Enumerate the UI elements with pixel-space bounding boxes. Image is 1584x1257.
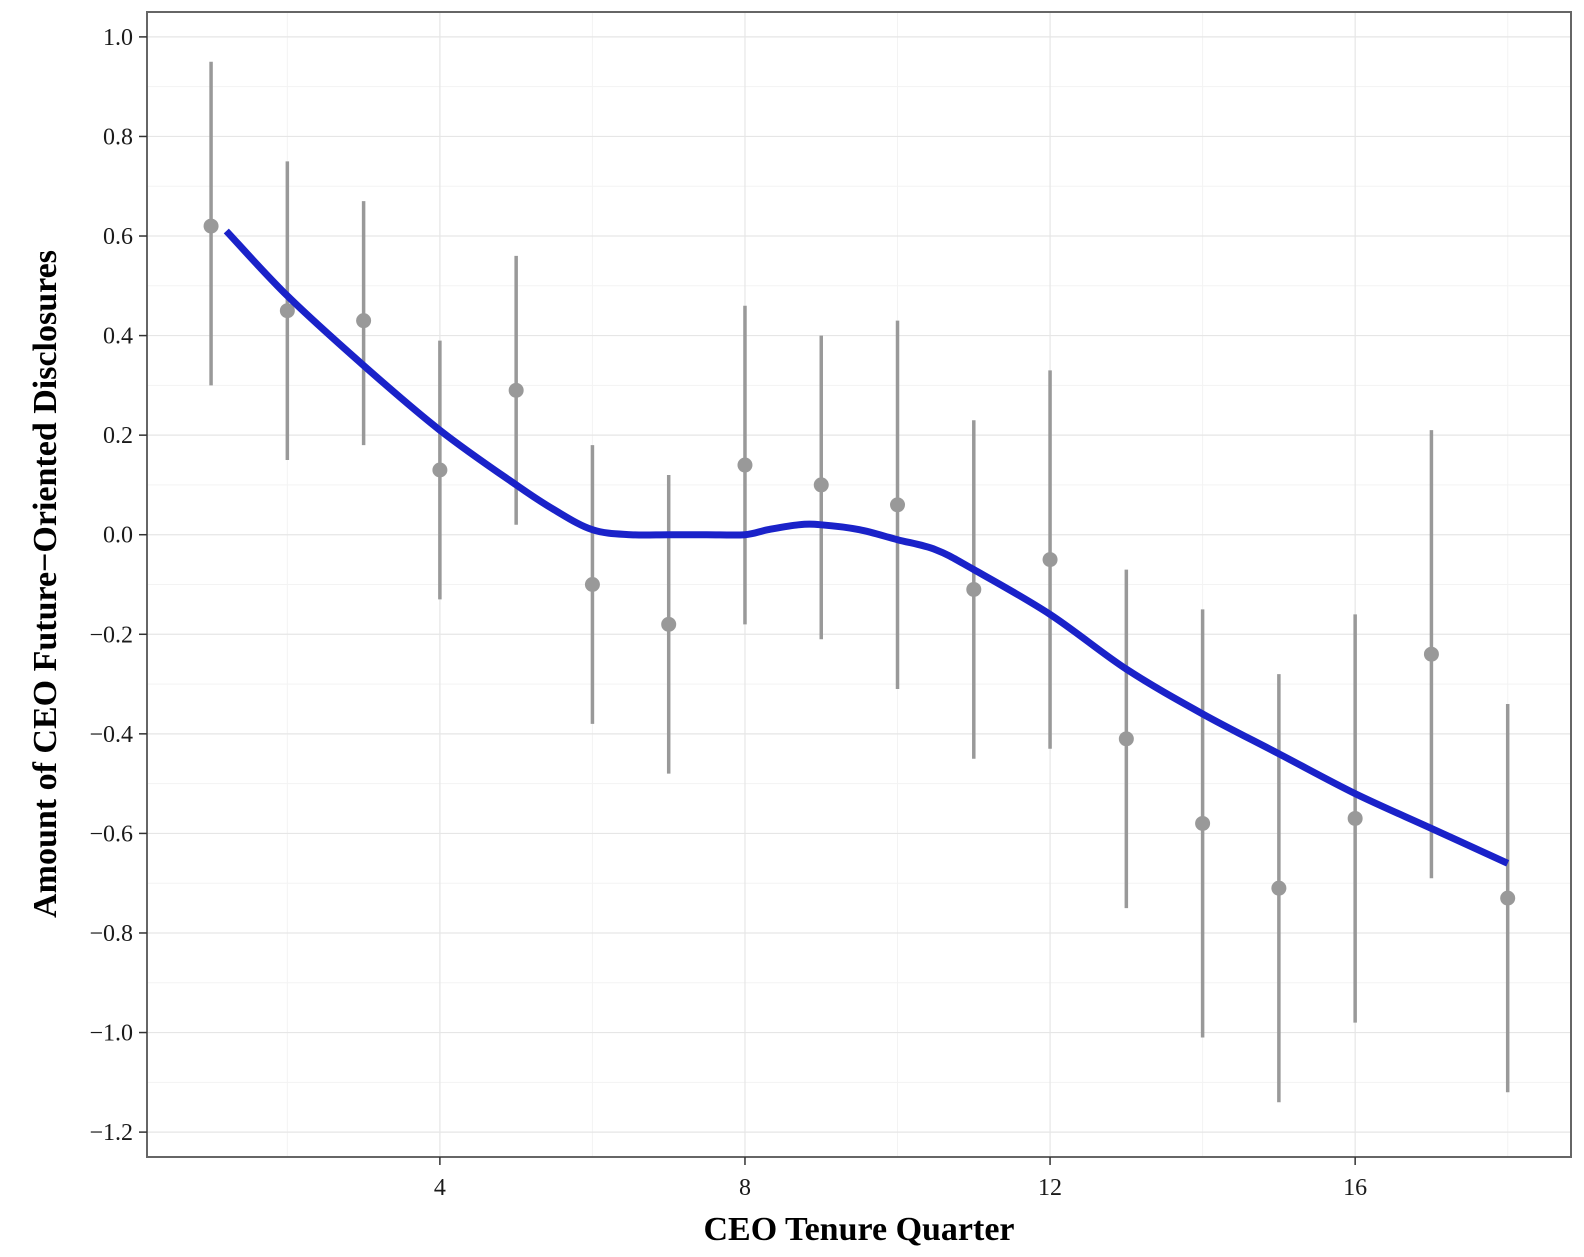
data-point-6 [584, 577, 600, 592]
plot-border [146, 11, 1572, 1158]
data-point-12 [1042, 552, 1058, 568]
data-point-4 [432, 462, 448, 478]
data-point-16 [1347, 810, 1363, 826]
y-tick-label-5: 0.0 [103, 523, 133, 549]
x-tick-label-1: 8 [739, 1175, 751, 1201]
y-tick-label-7: −0.4 [89, 722, 133, 748]
smooth-trend-line [223, 228, 1510, 867]
data-point-9 [813, 477, 829, 493]
data-point-5 [508, 382, 524, 398]
data-point-2 [279, 303, 295, 319]
y-tick-label-4: 0.2 [103, 423, 133, 449]
y-tick-label-8: −0.6 [89, 821, 133, 847]
data-point-14 [1195, 815, 1211, 831]
data-point-15 [1271, 880, 1287, 896]
data-point-7 [661, 616, 677, 632]
y-tick-label-2: 0.6 [103, 224, 133, 250]
y-tick-label-10: −1.0 [89, 1021, 133, 1047]
y-axis: 1.0 0.8 0.6 0.4 0.2 0.0 −0.2 −0.4 −0.6 −0.8 −1.0 −1… [89, 25, 147, 1146]
x-tick-label-0: 4 [434, 1175, 446, 1201]
data-point-18 [1500, 890, 1516, 906]
y-axis-title: Amount of CEO Future−Oriented Disclosure… [27, 250, 64, 918]
x-axis-title: CEO Tenure Quarter [703, 1211, 1014, 1248]
data-point-17 [1423, 646, 1439, 662]
x-tick-label-2: 12 [1038, 1175, 1062, 1201]
x-tick-label-3: 16 [1343, 1175, 1367, 1201]
y-tick-label-3: 0.4 [103, 324, 133, 350]
data-point-10 [890, 497, 906, 513]
data-point-11 [966, 581, 982, 597]
y-tick-label-6: −0.2 [89, 622, 133, 648]
data-point-1 [203, 218, 219, 234]
data-point-8 [737, 457, 753, 473]
y-tick-label-11: −1.2 [89, 1120, 133, 1146]
x-axis: 4 8 12 16 [434, 1157, 1367, 1201]
data-point-3 [356, 313, 372, 329]
y-tick-label-1: 0.8 [103, 124, 133, 150]
data-point-13 [1118, 731, 1134, 747]
data-points [203, 218, 1516, 906]
y-tick-label-9: −0.8 [89, 921, 133, 947]
y-tick-label-0: 1.0 [103, 25, 133, 51]
